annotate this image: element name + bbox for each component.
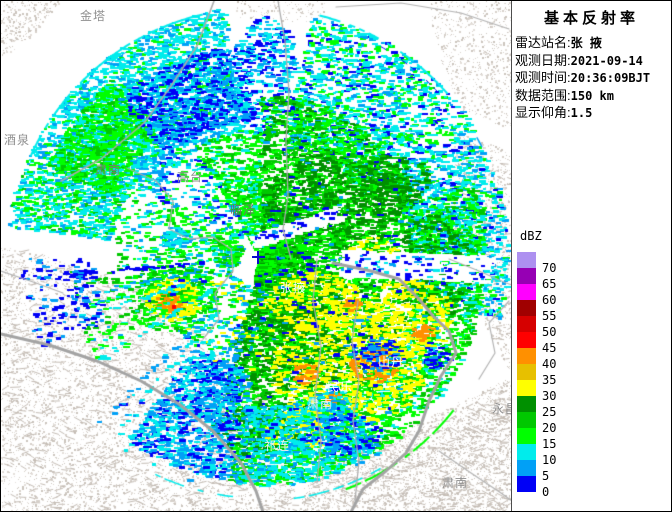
legend-swatch	[517, 348, 536, 364]
elevation-row: 显示仰角:1.5	[515, 102, 592, 121]
legend-swatch	[517, 364, 536, 380]
legend-swatch	[517, 268, 536, 284]
legend-value: 70	[542, 261, 557, 275]
legend-value: 20	[542, 421, 557, 435]
legend-value: 40	[542, 357, 557, 371]
map-label: 山丹	[378, 355, 405, 369]
legend-swatch	[517, 316, 536, 332]
map-label: 民乐	[327, 380, 354, 394]
legend-value: 65	[542, 277, 557, 291]
legend-swatch	[517, 300, 536, 316]
legend-value: 60	[542, 293, 557, 307]
legend-swatch	[517, 412, 536, 428]
map-label: 肃南	[442, 476, 469, 490]
obs-time-value: 20:36:09BJT	[570, 71, 651, 85]
legend-swatch	[517, 396, 536, 412]
panel-divider	[511, 1, 512, 511]
product-title: 基本反射率	[543, 10, 639, 27]
dbz-unit-label: dBZ	[520, 229, 542, 243]
map-label: 临泽	[230, 203, 257, 217]
legend-swatch	[517, 460, 536, 476]
map-label: 永昌	[492, 402, 519, 416]
legend-swatch	[517, 444, 536, 460]
obs-date-label: 观测日期:	[515, 53, 571, 68]
radar-station-row: 雷达站名:张 掖	[515, 32, 602, 51]
map-label: 高台	[177, 170, 204, 184]
legend-swatch	[517, 332, 536, 348]
data-range-label: 数据范围:	[515, 88, 571, 103]
map-label: 肃南	[95, 163, 122, 177]
map-label: 张掖	[280, 281, 307, 295]
data-range-value: 150 km	[570, 89, 614, 103]
map-label: 酒泉	[4, 133, 31, 147]
legend-swatch	[517, 380, 536, 396]
radar-station-label: 雷达站名:	[515, 35, 571, 50]
legend-value: 5	[542, 469, 550, 483]
elevation-value: 1.5	[570, 106, 593, 120]
info-panel: 基本反射率 雷达站名:张 掖 观测日期:2021-09-14 观测时间:20:3…	[512, 1, 671, 511]
legend-swatch	[517, 476, 536, 492]
map-label: 肃南	[307, 397, 334, 411]
legend-value: 35	[542, 373, 557, 387]
data-range-row: 数据范围:150 km	[515, 85, 614, 104]
legend-value: 15	[542, 437, 557, 451]
radar-station-value: 张 掖	[570, 36, 602, 50]
legend-value: 45	[542, 341, 557, 355]
map-label: 金塔	[80, 9, 107, 23]
obs-time-row: 观测时间:20:36:09BJT	[515, 67, 650, 86]
legend-value: 0	[542, 485, 550, 499]
legend-value: 55	[542, 309, 557, 323]
legend-swatch	[517, 252, 536, 268]
legend-value: 50	[542, 325, 557, 339]
obs-date-value: 2021-09-14	[570, 54, 643, 68]
obs-time-label: 观测时间:	[515, 70, 571, 85]
legend-value: 25	[542, 405, 557, 419]
legend-swatch	[517, 428, 536, 444]
legend-swatch	[517, 284, 536, 300]
legend-value: 30	[542, 389, 557, 403]
radar-reflectivity-map	[1, 1, 511, 511]
obs-date-row: 观测日期:2021-09-14	[515, 50, 643, 69]
legend-value: 10	[542, 453, 557, 467]
elevation-label: 显示仰角:	[515, 105, 571, 120]
map-label: 祁连	[264, 439, 291, 453]
